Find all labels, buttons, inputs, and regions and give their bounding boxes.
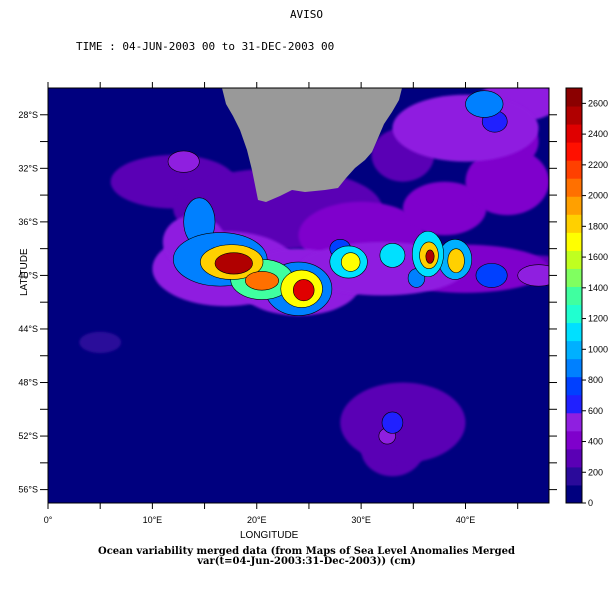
- y-axis-label: LATITUDE: [19, 248, 30, 296]
- plot-frame: [47, 87, 550, 504]
- colorbar-swatch: [566, 142, 582, 161]
- y-tick-label: 28°S: [18, 110, 38, 120]
- colorbar-label: 0: [588, 498, 593, 508]
- y-tick-label: 44°S: [18, 324, 38, 334]
- time-range-label: TIME : 04-JUN-2003 00 to 31-DEC-2003 00: [76, 40, 335, 53]
- variability-cell: [465, 90, 504, 118]
- variability-cell: [447, 248, 465, 274]
- colorbar-swatch: [566, 412, 582, 432]
- x-tick-label: 20°E: [247, 515, 267, 525]
- x-axis-label: LONGITUDE: [240, 530, 299, 541]
- variability-cell: [402, 181, 487, 236]
- plot-title: AVISO: [289, 8, 324, 21]
- colorbar-swatch: [566, 322, 582, 342]
- variability-cell: [244, 271, 279, 291]
- colorbar-swatch: [566, 268, 582, 287]
- colorbar-swatch: [566, 178, 582, 197]
- colorbar-swatch: [566, 88, 582, 107]
- colorbar-label: 1400: [588, 283, 608, 293]
- variability-cell: [465, 148, 549, 216]
- colorbar-label: 800: [588, 375, 603, 385]
- x-tick-label: 0°: [44, 515, 53, 525]
- y-tick-label: 40°S: [18, 270, 38, 280]
- colorbar-label: 1200: [588, 314, 608, 324]
- colorbar-label: 200: [588, 467, 603, 477]
- variability-cell: [167, 150, 200, 173]
- variability-patches: [79, 88, 549, 477]
- colorbar-swatch: [566, 466, 582, 486]
- x-tick-label: 30°E: [351, 515, 371, 525]
- colorbar-swatch: [566, 484, 582, 504]
- y-tick-label: 32°S: [18, 163, 38, 173]
- colorbar-swatch: [566, 106, 582, 125]
- colorbar-label: 600: [588, 406, 603, 416]
- caption-line-1: Ocean variability merged data (from Maps…: [97, 546, 516, 557]
- colorbar-swatch: [566, 376, 582, 396]
- colorbar-label: 2200: [588, 160, 608, 170]
- variability-cell: [214, 252, 253, 275]
- colorbar-label: 1600: [588, 252, 608, 262]
- colorbar-swatch: [566, 340, 582, 360]
- variability-cell: [292, 279, 315, 302]
- colorbar-label: 400: [588, 437, 603, 447]
- colorbar-label: 1800: [588, 221, 608, 231]
- variability-cell: [379, 242, 406, 268]
- x-tick-label: 40°E: [456, 515, 476, 525]
- colorbar-swatch: [566, 232, 582, 251]
- colorbar-label: 2000: [588, 191, 608, 201]
- variability-cell: [517, 264, 549, 287]
- colorbar-swatch: [566, 160, 582, 179]
- colorbar-swatch: [566, 250, 582, 269]
- caption-line-2: var(t=04-Jun-2003:31-Dec-2003)) (cm): [197, 556, 416, 567]
- colorbar-swatch: [566, 448, 582, 468]
- y-tick-label: 36°S: [18, 217, 38, 227]
- colorbar-frame: [565, 87, 583, 504]
- colorbar-swatch: [566, 304, 582, 324]
- colorbar: 2600240022002000180016001400120010008006…: [565, 87, 608, 508]
- colorbar-label: 2400: [588, 129, 608, 139]
- colorbar-swatch: [566, 358, 582, 378]
- y-tick-label: 48°S: [18, 378, 38, 388]
- y-tick-label: 56°S: [18, 485, 38, 495]
- variability-cell: [381, 411, 404, 434]
- colorbar-label: 1000: [588, 344, 608, 354]
- y-tick-label: 52°S: [18, 431, 38, 441]
- colorbar-swatch: [566, 124, 582, 143]
- axis-ticks: 0° 10°E 20°E 30°E 40°E 28°S 32°S 36°S 40°S 44°S 48…: [18, 82, 557, 525]
- africa-landmass: [222, 88, 402, 202]
- colorbar-swatch: [566, 430, 582, 450]
- variability-cell: [475, 263, 508, 288]
- colorbar-label: 2600: [588, 98, 608, 108]
- variability-cell: [425, 249, 435, 264]
- colorbar-swatch: [566, 286, 582, 306]
- variability-cell: [79, 331, 122, 354]
- data-field: [48, 88, 549, 503]
- variability-cell: [392, 94, 539, 162]
- x-tick-label: 10°E: [143, 515, 163, 525]
- variability-cell: [340, 252, 361, 272]
- colorbar-swatch: [566, 394, 582, 414]
- colorbar-swatch: [566, 196, 582, 215]
- colorbar-swatch: [566, 214, 582, 233]
